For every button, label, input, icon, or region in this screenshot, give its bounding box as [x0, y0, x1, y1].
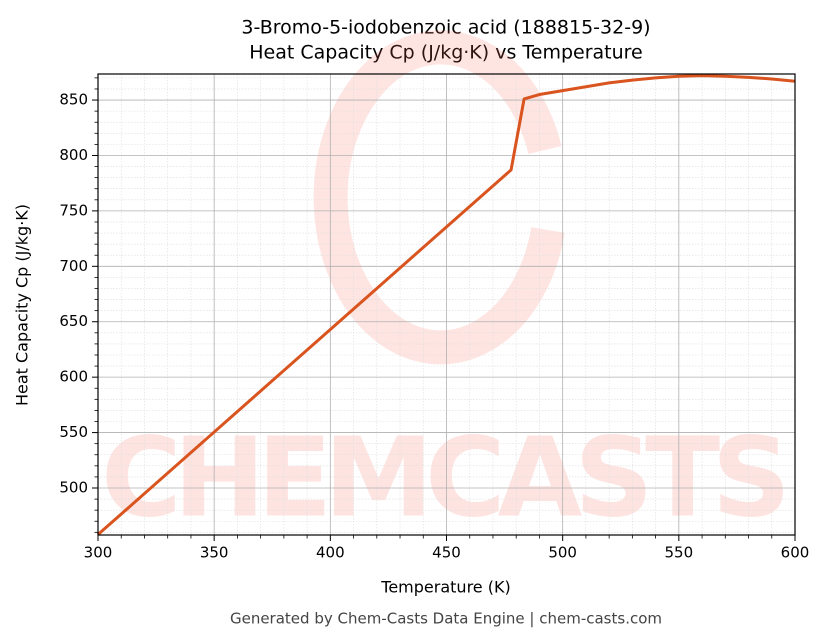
y-tick-label: 850 — [59, 91, 88, 109]
x-tick-label: 350 — [200, 544, 229, 562]
x-tick-label: 300 — [84, 544, 113, 562]
footer: Generated by Chem-Casts Data Engine | ch… — [230, 610, 662, 628]
x-tick-label: 450 — [432, 544, 461, 562]
y-tick-label: 750 — [59, 201, 88, 219]
x-tick-label: 600 — [781, 544, 810, 562]
y-tick-label: 650 — [59, 312, 88, 330]
y-tick-label: 800 — [59, 146, 88, 164]
y-tick-label: 550 — [59, 423, 88, 441]
y-tick-label: 500 — [59, 479, 88, 497]
watermark-logo — [313, 30, 565, 365]
y-axis-label: Heat Capacity Cp (J/kg·K) — [13, 204, 32, 406]
x-tick-label: 550 — [665, 544, 694, 562]
x-tick-label: 500 — [548, 544, 577, 562]
watermark: CHEMCASTS — [101, 413, 791, 541]
x-axis-label: Temperature (K) — [380, 578, 510, 597]
plot-frame — [97, 73, 796, 536]
x-tick-label: 400 — [316, 544, 345, 562]
chart-subtitle: Heat Capacity Cp (J/kg·K) vs Temperature — [249, 42, 643, 64]
data-line — [97, 74, 796, 536]
chart-title: 3-Bromo-5-iodobenzoic acid (188815-32-9) — [241, 17, 650, 39]
watermark-group: CHEMCASTS — [101, 30, 791, 541]
y-tick-label: 700 — [59, 257, 88, 275]
y-tick-label: 600 — [59, 368, 88, 386]
